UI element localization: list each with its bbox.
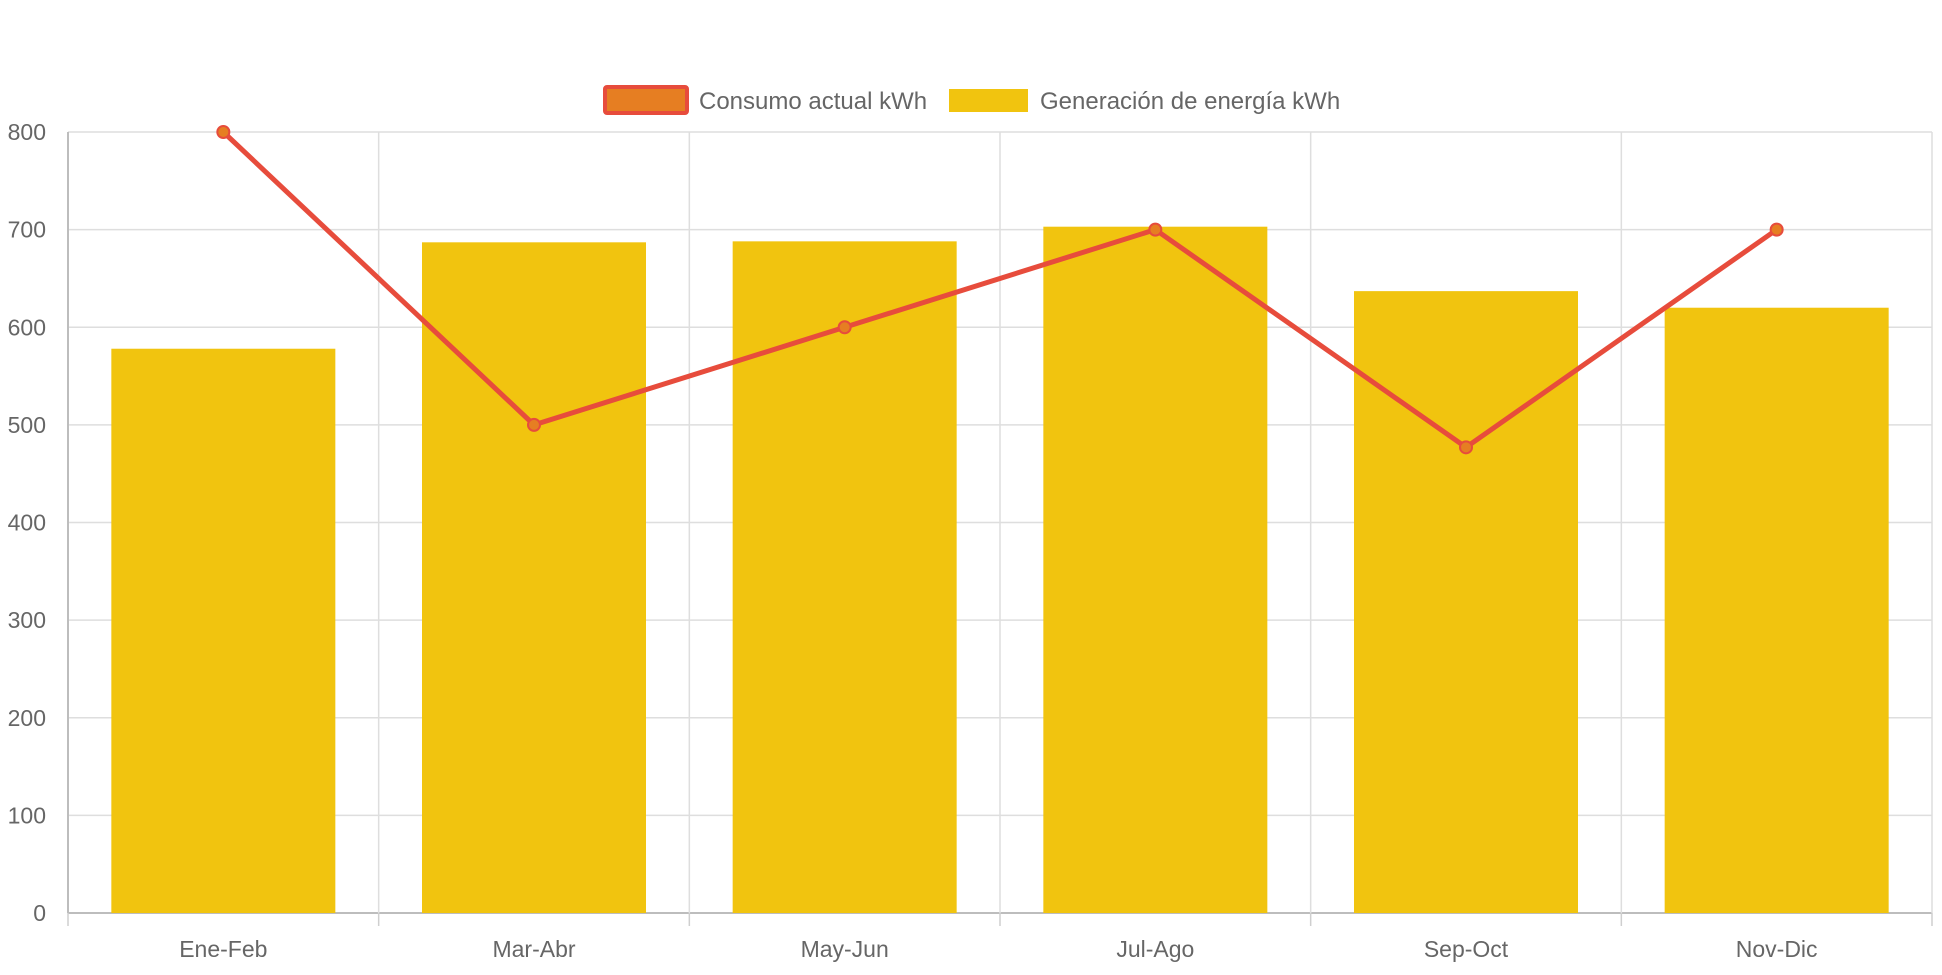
bar-generacion[interactable]: [732, 241, 957, 914]
y-tick-label: 400: [8, 510, 46, 536]
x-tick-label: Sep-Oct: [1424, 936, 1509, 962]
bar-generacion[interactable]: [1664, 307, 1889, 914]
x-axis: Ene-Feb Mar-Abr May-Jun Jul-Ago Sep-Oct Nov-D…: [67, 913, 1933, 962]
y-tick-label: 100: [8, 802, 46, 828]
point-consumo[interactable]: [1148, 222, 1163, 237]
legend-label-consumo[interactable]: Consumo actual kWh: [699, 88, 927, 115]
legend-swatch-consumo[interactable]: [603, 85, 689, 115]
x-tick-label: Nov-Dic: [1736, 936, 1818, 962]
legend-label-generacion[interactable]: Generación de energía kWh: [1040, 88, 1340, 115]
y-tick-label: 0: [33, 900, 46, 926]
line-consumo: [216, 125, 1784, 455]
grid-lines: [67, 131, 1933, 914]
y-tick-label: 300: [8, 607, 46, 633]
y-tick-label: 200: [8, 705, 46, 731]
point-consumo[interactable]: [527, 417, 541, 432]
y-tick-label: 500: [8, 412, 46, 438]
point-consumo[interactable]: [837, 320, 852, 335]
legend-swatch-generacion[interactable]: [949, 89, 1028, 112]
x-tick-label: Ene-Feb: [179, 936, 267, 962]
y-tick-label: 600: [8, 314, 46, 340]
bar-generacion[interactable]: [111, 348, 336, 913]
y-tick-label: 700: [8, 217, 46, 243]
point-consumo[interactable]: [1769, 222, 1784, 237]
x-tick-label: Jul-Ago: [1116, 936, 1194, 962]
bar-generacion[interactable]: [1354, 291, 1578, 913]
x-tick-label: Mar-Abr: [492, 936, 575, 962]
point-consumo[interactable]: [216, 125, 231, 139]
bar-generacion[interactable]: [422, 242, 646, 913]
bar-generacion[interactable]: [1043, 226, 1268, 914]
line-consumo-path: [220, 129, 1780, 450]
y-axis: 0 100 200 300 400 500 600 700 800: [8, 119, 46, 926]
y-tick-label: 800: [8, 119, 46, 145]
point-consumo[interactable]: [1459, 440, 1473, 455]
legend: Consumo actual kWh Generación de energía…: [603, 85, 1340, 115]
x-tick-label: May-Jun: [801, 936, 889, 962]
